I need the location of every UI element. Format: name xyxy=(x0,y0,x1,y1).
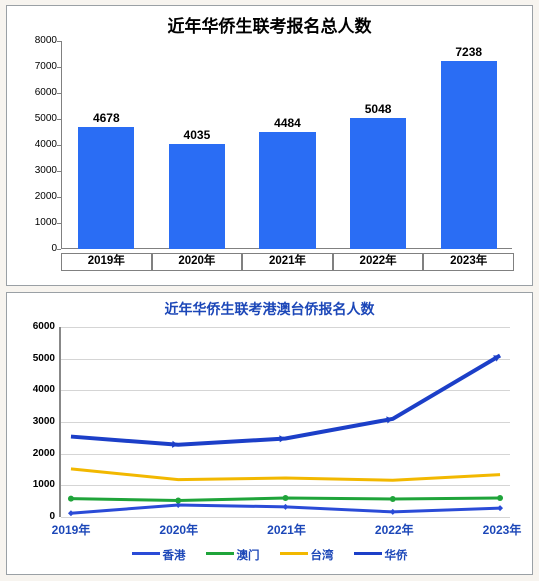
legend-item: 香港 xyxy=(132,547,186,563)
line-series xyxy=(71,356,500,445)
legend-item: 台湾 xyxy=(280,547,334,563)
line-chart-y-tick-label: 3000 xyxy=(27,416,55,427)
line-chart-series xyxy=(61,327,510,517)
line-chart-y-tick-label: 2000 xyxy=(27,448,55,459)
legend-swatch xyxy=(132,552,160,555)
line-chart-x-label: 2020年 xyxy=(149,521,209,538)
bar xyxy=(78,127,134,249)
bar-chart-y-tick-label: 4000 xyxy=(25,139,57,150)
bar-chart-y-axis: 010002000300040005000600070008000 xyxy=(25,41,57,249)
bar-chart-y-tick-label: 8000 xyxy=(25,35,57,46)
legend-swatch xyxy=(206,552,234,555)
bar-chart-y-tick-label: 2000 xyxy=(25,191,57,202)
bar-chart-x-label: 2021年 xyxy=(242,253,333,271)
line-chart-y-tick-label: 5000 xyxy=(27,353,55,364)
line-chart-title: 近年华侨生联考港澳台侨报名人数 xyxy=(7,293,532,319)
bar-value-label: 4035 xyxy=(159,128,235,142)
line-chart-x-label: 2023年 xyxy=(472,521,532,538)
bar-chart-title: 近年华侨生联考报名总人数 xyxy=(7,6,532,37)
bar-chart-x-label: 2020年 xyxy=(152,253,243,271)
line-chart-y-tick-label: 4000 xyxy=(27,384,55,395)
legend-label: 澳门 xyxy=(237,550,260,562)
bar xyxy=(169,144,225,249)
legend-swatch xyxy=(280,552,308,555)
legend-label: 华侨 xyxy=(385,550,408,562)
line-chart-legend: 香港 澳门 台湾 华侨 xyxy=(7,547,532,563)
bar-chart-x-label: 2022年 xyxy=(333,253,424,271)
legend-item: 澳门 xyxy=(206,547,260,563)
bar-chart-x-label: 2019年 xyxy=(61,253,152,271)
bar-chart-y-tick-label: 1000 xyxy=(25,217,57,228)
line-chart-y-tick-label: 1000 xyxy=(27,479,55,490)
bar xyxy=(441,61,497,249)
bar xyxy=(259,132,315,249)
bar-value-label: 4484 xyxy=(249,116,325,130)
bar-chart-y-tick-label: 0 xyxy=(25,243,57,254)
line-chart-x-label: 2022年 xyxy=(364,521,424,538)
legend-item: 华侨 xyxy=(354,547,408,563)
bar-value-label: 5048 xyxy=(340,102,416,116)
bar-chart-panel: 近年华侨生联考报名总人数 0 1000 2000 3000 4000 5000 6000 70… xyxy=(6,5,533,286)
line-chart-panel: 近年华侨生联考港澳台侨报名人数 010002000300040005000600… xyxy=(6,292,533,575)
bar-value-label: 7238 xyxy=(431,45,507,59)
bar-chart-y-tick-label: 6000 xyxy=(25,87,57,98)
bar-chart-x-label: 2023年 xyxy=(423,253,514,271)
bar-chart-y-tick-label: 5000 xyxy=(25,113,57,124)
line-series xyxy=(71,469,500,480)
line-chart-y-tick-label: 6000 xyxy=(27,321,55,332)
bar-chart-y-tick-label: 3000 xyxy=(25,165,57,176)
line-chart-y-axis: 0100020003000400050006000 xyxy=(27,327,55,517)
bar-chart-y-tick-label: 7000 xyxy=(25,61,57,72)
bar-chart-bars: 4678 4035 4484 5048 7238 xyxy=(61,41,512,249)
bar xyxy=(350,118,406,249)
line-chart-x-label: 2021年 xyxy=(257,521,317,538)
legend-label: 香港 xyxy=(163,550,186,562)
legend-swatch xyxy=(354,552,382,555)
bar-chart-plot: 010002000300040005000600070008000 467840… xyxy=(25,41,516,249)
legend-label: 台湾 xyxy=(311,550,334,562)
line-chart-x-label: 2019年 xyxy=(41,521,101,538)
bar-chart-x-axis: 2019年2020年2021年2022年2023年 xyxy=(61,253,516,273)
line-chart-x-axis: 2019年2020年2021年2022年2023年 xyxy=(61,521,516,541)
page: 近年华侨生联考报名总人数 0 1000 2000 3000 4000 5000 6000 70… xyxy=(0,0,539,581)
bar-value-label: 4678 xyxy=(68,111,144,125)
line-chart-plot: 0100020003000400050006000 xyxy=(27,327,516,517)
